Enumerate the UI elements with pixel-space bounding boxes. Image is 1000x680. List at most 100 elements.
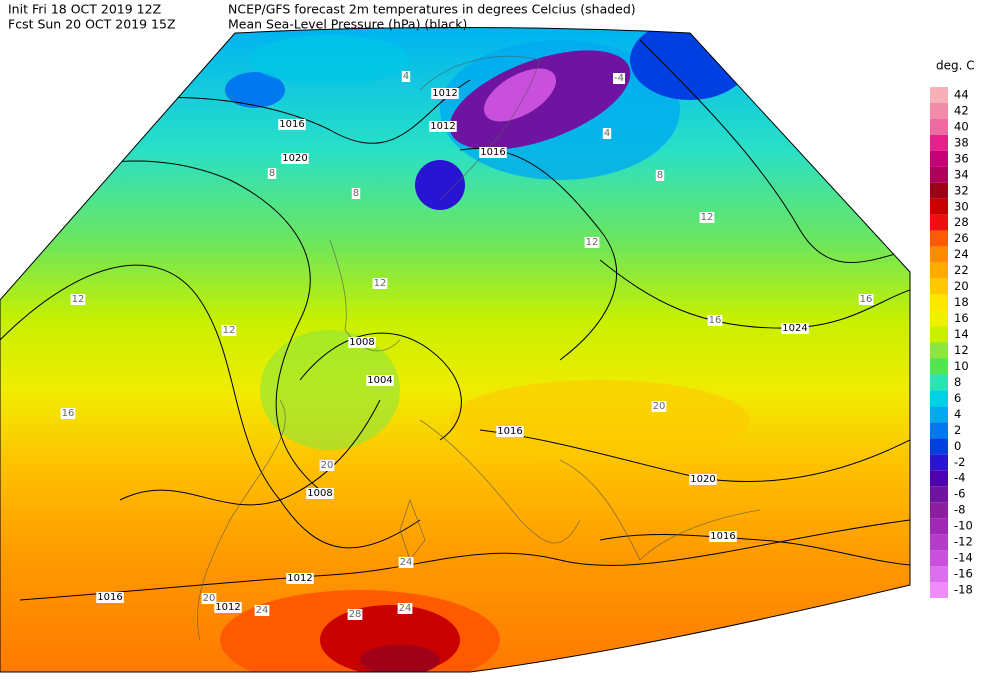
isobar-label: 1020 bbox=[690, 474, 715, 485]
legend-label: 8 bbox=[954, 375, 961, 389]
legend-label: 0 bbox=[954, 439, 961, 453]
legend-label: -6 bbox=[954, 487, 965, 501]
isobar-label: 1020 bbox=[282, 153, 307, 164]
isobar-label-box bbox=[286, 573, 314, 584]
legend-swatch bbox=[930, 342, 948, 359]
temperature-label-box bbox=[651, 401, 667, 412]
legend-swatch bbox=[930, 438, 948, 455]
legend-swatch bbox=[930, 534, 948, 551]
isobar-label-box bbox=[96, 592, 124, 603]
legend-swatch bbox=[930, 278, 948, 295]
legend-label: 12 bbox=[954, 343, 969, 357]
temperature-label-box bbox=[655, 170, 665, 181]
isobar-label-box bbox=[781, 323, 809, 334]
isobar-label-box bbox=[366, 375, 394, 386]
temperature-label-box bbox=[858, 294, 874, 305]
isobar-label-box bbox=[479, 147, 507, 158]
legend-label: -10 bbox=[954, 519, 973, 533]
contour-labels: 1012 1012 1016 1020 1016 1008 1004 1016 1024 1020… bbox=[60, 71, 874, 620]
legend-label: 22 bbox=[954, 263, 969, 277]
legend-swatch bbox=[930, 566, 948, 583]
temperature-label-box bbox=[201, 593, 217, 604]
legend-label: 36 bbox=[954, 151, 969, 165]
legend-label: 16 bbox=[954, 311, 969, 325]
legend-swatch bbox=[930, 326, 948, 343]
legend-label: -18 bbox=[954, 583, 973, 597]
init-time: Init Fri 18 OCT 2019 12Z bbox=[8, 2, 161, 17]
legend-swatch bbox=[930, 198, 948, 215]
map-border bbox=[0, 27, 911, 673]
legend-label: 44 bbox=[954, 88, 969, 102]
temperature-label-box bbox=[584, 237, 600, 248]
temperature-label-box bbox=[267, 168, 277, 179]
legend-swatch bbox=[930, 310, 948, 327]
legend-swatch bbox=[930, 406, 948, 423]
isobar-label: 1016 bbox=[497, 426, 522, 437]
legend-label: 20 bbox=[954, 279, 969, 293]
legend-label: 42 bbox=[954, 103, 969, 117]
legend-swatch bbox=[930, 454, 948, 471]
isobar-label-box bbox=[278, 119, 306, 130]
temperature-label: 12 bbox=[586, 237, 599, 248]
temperature-label-box bbox=[70, 294, 86, 305]
legend-label: 32 bbox=[954, 183, 969, 197]
temperature-label: 4 bbox=[604, 128, 610, 139]
temperature-label: 16 bbox=[62, 408, 75, 419]
iceland bbox=[225, 72, 285, 108]
isobar-label-box bbox=[281, 153, 309, 164]
legend-swatch bbox=[930, 118, 948, 135]
temperature-label-box bbox=[372, 278, 388, 289]
legend-label: 10 bbox=[954, 359, 969, 373]
legend-label: 4 bbox=[954, 407, 961, 421]
isobar-label-box bbox=[306, 488, 334, 499]
temperature-label: 24 bbox=[256, 605, 269, 616]
legend-swatch bbox=[930, 582, 948, 598]
isobar-label: 1012 bbox=[215, 602, 240, 613]
temperature-label: 24 bbox=[399, 603, 412, 614]
temperature-label: 16 bbox=[860, 294, 873, 305]
legend-swatch bbox=[930, 134, 948, 151]
temperature-label-box bbox=[699, 212, 715, 223]
legend-label: -12 bbox=[954, 535, 973, 549]
cold-region bbox=[250, 35, 410, 85]
legend-swatch bbox=[930, 102, 948, 119]
temperature-label-box bbox=[397, 603, 413, 614]
legend-label: -8 bbox=[954, 503, 965, 517]
legend-swatch bbox=[930, 550, 948, 567]
legend-swatch bbox=[930, 150, 948, 167]
legend-swatch bbox=[930, 358, 948, 375]
temperature-label: 12 bbox=[72, 294, 85, 305]
temperature-label: 12 bbox=[701, 212, 714, 223]
temperature-label-box bbox=[254, 605, 270, 616]
legend-label: 14 bbox=[954, 327, 969, 341]
isobar-label: 1008 bbox=[307, 488, 332, 499]
legend: 4442403836343230282624222018161412108642… bbox=[930, 87, 973, 598]
legend-label: 24 bbox=[954, 247, 969, 261]
temperature-label-box bbox=[221, 325, 237, 336]
title-line-1: NCEP/GFS forecast 2m temperatures in deg… bbox=[228, 2, 636, 17]
forecast-time: Fcst Sun 20 OCT 2019 15Z bbox=[8, 17, 176, 32]
legend-swatch bbox=[930, 486, 948, 503]
legend-swatch bbox=[930, 262, 948, 279]
title-line-2: Mean Sea-Level Pressure (hPa) (black). bbox=[228, 17, 471, 32]
cold-region bbox=[630, 27, 750, 100]
isobar-label: 1016 bbox=[710, 531, 735, 542]
legend-label: 40 bbox=[954, 119, 969, 133]
legend-label: 18 bbox=[954, 295, 969, 309]
warm-region bbox=[360, 645, 440, 672]
temperature-label: 8 bbox=[269, 168, 275, 179]
temperature-label-box bbox=[613, 73, 625, 84]
cold-region bbox=[483, 68, 557, 122]
isobar-label-box bbox=[709, 531, 737, 542]
temperature-label-box bbox=[347, 609, 363, 620]
temperature-label: 12 bbox=[223, 325, 236, 336]
temperature-label: -4 bbox=[614, 73, 624, 84]
legend-label: 30 bbox=[954, 199, 969, 213]
isobar-label: 1016 bbox=[279, 119, 304, 130]
legend-swatch bbox=[930, 518, 948, 535]
isobar-label: 1024 bbox=[782, 323, 807, 334]
legend-unit: deg. C bbox=[936, 59, 975, 73]
legend-swatch bbox=[930, 246, 948, 263]
